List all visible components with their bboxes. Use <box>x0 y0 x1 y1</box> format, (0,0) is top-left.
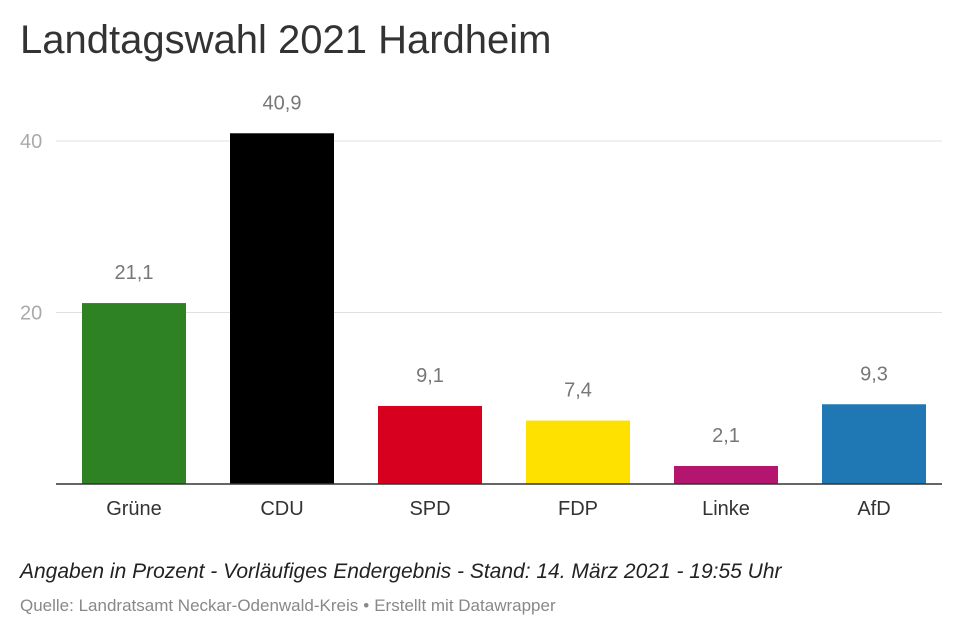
data-label-linke: 2,1 <box>712 425 740 447</box>
data-label-cdu: 40,9 <box>263 92 302 114</box>
credit-link[interactable]: Erstellt mit Datawrapper <box>374 596 556 615</box>
bar-afd <box>822 404 926 484</box>
source-text: Quelle: Landratsamt Neckar-Odenwald-Krei… <box>20 596 359 615</box>
chart-title: Landtagswahl 2021 Hardheim <box>20 18 552 62</box>
bar-linke <box>674 465 778 484</box>
y-tick-label-20: 20 <box>20 303 42 325</box>
chart-note: Angaben in Prozent - Vorläufiges Enderge… <box>20 560 782 583</box>
x-tick-label-spd: SPD <box>409 498 450 520</box>
x-tick-label-afd: AfD <box>857 498 890 520</box>
chart-source-line: Quelle: Landratsamt Neckar-Odenwald-Krei… <box>20 596 556 616</box>
x-tick-label-cdu: CDU <box>260 498 303 520</box>
data-label-spd: 9,1 <box>416 365 444 387</box>
x-tick-label-linke: Linke <box>702 498 750 520</box>
bar-spd <box>378 405 482 484</box>
y-tick-label-40: 40 <box>20 131 42 153</box>
x-tick-label-grüne: Grüne <box>106 498 162 520</box>
x-tick-label-fdp: FDP <box>558 498 598 520</box>
data-label-grüne: 21,1 <box>115 262 154 284</box>
bar-grüne <box>82 303 186 484</box>
bar-fdp <box>526 420 630 484</box>
bar-cdu <box>230 133 334 484</box>
data-label-afd: 9,3 <box>860 363 888 385</box>
bar-chart: 20 40 21,1 Grüne 40,9 CDU 9,1 SPD 7,4 FDP 2,1 Linke… <box>20 92 942 520</box>
data-label-fdp: 7,4 <box>564 380 592 402</box>
source-separator: • <box>363 596 370 615</box>
